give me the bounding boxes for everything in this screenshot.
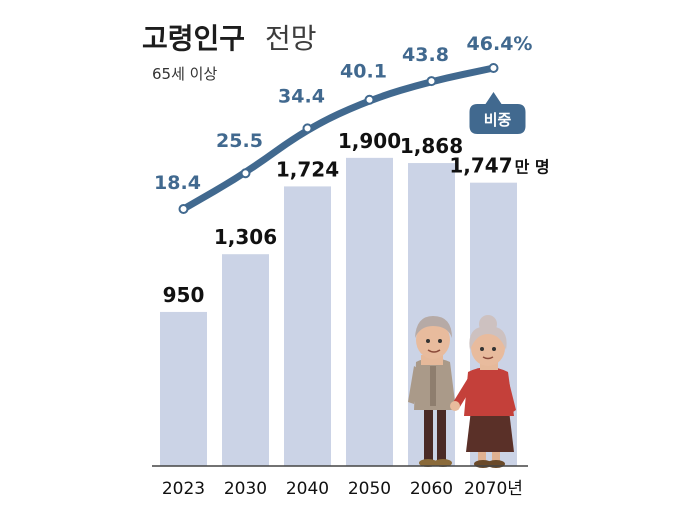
bar-value-label: 950 [163, 283, 205, 307]
share-value-label: 46.4% [467, 33, 533, 55]
share-point [178, 204, 189, 214]
share-value-label: 25.5 [216, 130, 263, 152]
bar-value-label: 1,306 [214, 225, 277, 249]
x-tick-label: 2040 [286, 479, 329, 499]
bar [346, 157, 393, 466]
chart-panel: 고령인구 전망 65세 이상 950 1,306 1,724 1,900 1,868 1,… [128, 0, 550, 510]
x-tick-label: 2060 [410, 479, 453, 499]
legend-callout-shape [469, 92, 526, 134]
legend-label: 비중 [484, 111, 512, 129]
share-line-series [178, 63, 499, 214]
bar [222, 254, 269, 466]
share-value-label: 34.4 [278, 85, 325, 107]
share-point [240, 168, 251, 179]
share-value-label: 43.8 [402, 44, 449, 66]
share-point [364, 94, 375, 105]
elderly-couple-illustration [408, 315, 516, 468]
share-line [180, 64, 497, 213]
share-point [426, 76, 437, 87]
bar-value-label: 1,747 만 명 [449, 154, 549, 178]
share-value-label: 40.1 [340, 61, 387, 83]
chart-subtitle: 65세 이상 [152, 65, 217, 83]
left-margin [0, 0, 128, 510]
bar-value-label: 1,724 [276, 157, 339, 181]
right-margin [550, 0, 680, 510]
bar-value-label: 1,900 [338, 129, 401, 153]
x-tick-label: 2023 [162, 479, 205, 499]
x-axis-tick-labels: 2023 2030 2040 2050 2060 2070년 [162, 479, 523, 499]
bar-unit-label: 만 명 [515, 158, 550, 177]
chart-title-suffix: 전망 [265, 22, 317, 55]
x-tick-label: 2050 [348, 479, 391, 499]
x-tick-label: 2030 [224, 479, 267, 499]
bar-value-label: 1,868 [400, 134, 463, 158]
chart-svg: 고령인구 전망 65세 이상 950 1,306 1,724 1,9001,8681,… [142, 22, 550, 499]
bar-series [160, 157, 517, 467]
share-value-labels: 18.4 25.5 34.4 40.1 43.8 46.4% [154, 33, 532, 194]
share-point [488, 63, 499, 73]
x-tick-label: 2070년 [464, 479, 523, 499]
share-value-label: 18.4 [154, 172, 201, 194]
bar [284, 186, 331, 467]
share-point [302, 123, 313, 134]
bar [160, 311, 207, 466]
chart-title: 고령인구 [142, 22, 245, 55]
share-legend: 비중 [469, 92, 526, 134]
